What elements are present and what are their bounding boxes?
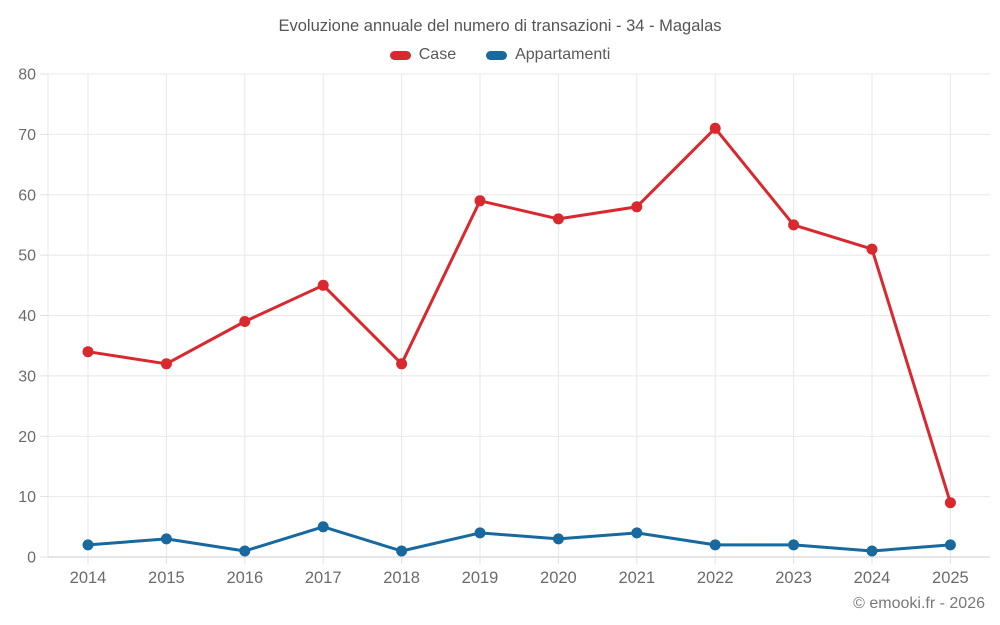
case-color-swatch (389, 50, 411, 60)
x-axis-label: 2017 (305, 569, 342, 587)
data-point-appartamenti-2016[interactable] (239, 545, 251, 557)
x-axis-label: 2020 (540, 569, 577, 587)
x-axis-label: 2014 (70, 569, 107, 587)
data-point-appartamenti-2017[interactable] (317, 521, 329, 533)
x-axis-label: 2019 (462, 569, 499, 587)
y-axis-label: 40 (18, 308, 36, 325)
data-point-case-2015[interactable] (160, 358, 172, 370)
legend: Case Appartamenti (0, 46, 1000, 64)
data-point-appartamenti-2022[interactable] (709, 539, 721, 551)
y-axis-label: 10 (18, 489, 36, 506)
data-point-case-2024[interactable] (866, 243, 878, 255)
data-point-case-2019[interactable] (474, 195, 486, 207)
data-point-appartamenti-2025[interactable] (944, 539, 956, 551)
x-axis-label: 2018 (383, 569, 420, 587)
y-axis-label: 0 (27, 550, 36, 567)
data-point-appartamenti-2020[interactable] (552, 533, 564, 545)
data-point-case-2023[interactable] (788, 219, 800, 231)
x-axis-label: 2021 (618, 569, 655, 587)
copyright-text: © emooki.fr - 2026 (853, 595, 985, 612)
data-point-appartamenti-2015[interactable] (160, 533, 172, 545)
data-point-case-2018[interactable] (396, 358, 408, 370)
data-point-appartamenti-2024[interactable] (866, 545, 878, 557)
appartamenti-color-swatch (486, 50, 508, 60)
x-axis-label: 2024 (854, 569, 891, 587)
y-axis-label: 30 (18, 368, 36, 385)
legend-label-case: Case (418, 46, 457, 63)
x-axis-label: 2023 (775, 569, 812, 587)
legend-item-appartamenti[interactable]: Appartamenti (486, 46, 610, 64)
data-point-case-2014[interactable] (82, 346, 94, 358)
legend-item-case[interactable]: Case (389, 46, 457, 64)
data-point-case-2022[interactable] (709, 122, 721, 134)
y-axis-label: 80 (18, 67, 36, 84)
data-point-appartamenti-2018[interactable] (396, 545, 408, 557)
legend-label-appartamenti: Appartamenti (515, 46, 611, 63)
x-axis-label: 2025 (932, 569, 969, 587)
y-axis-label: 20 (18, 429, 36, 446)
x-axis-label: 2015 (148, 569, 185, 587)
chart-title: Evoluzione annuale del numero di transaz… (278, 17, 722, 35)
data-point-case-2016[interactable] (239, 316, 251, 327)
data-point-case-2025[interactable] (944, 497, 956, 509)
y-axis-label: 60 (18, 187, 36, 204)
data-point-case-2017[interactable] (317, 279, 329, 291)
data-point-appartamenti-2019[interactable] (474, 527, 486, 539)
data-point-case-2020[interactable] (552, 213, 564, 225)
series-line-case (86, 126, 952, 505)
x-axis-label: 2022 (697, 569, 734, 587)
y-axis-label: 70 (18, 127, 36, 144)
y-axis-label: 50 (18, 248, 36, 265)
data-point-appartamenti-2021[interactable] (631, 527, 643, 539)
data-point-case-2021[interactable] (631, 201, 643, 213)
x-axis-label: 2016 (226, 569, 263, 587)
series-line-appartamenti (86, 525, 952, 553)
data-point-appartamenti-2014[interactable] (82, 539, 94, 551)
data-point-appartamenti-2023[interactable] (788, 539, 800, 551)
